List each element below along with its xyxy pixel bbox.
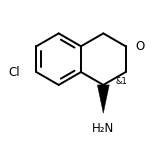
Text: H₂N: H₂N [92,122,114,135]
Text: Cl: Cl [9,66,20,79]
Text: &1: &1 [116,77,128,86]
Text: O: O [135,40,145,53]
Polygon shape [97,85,109,113]
